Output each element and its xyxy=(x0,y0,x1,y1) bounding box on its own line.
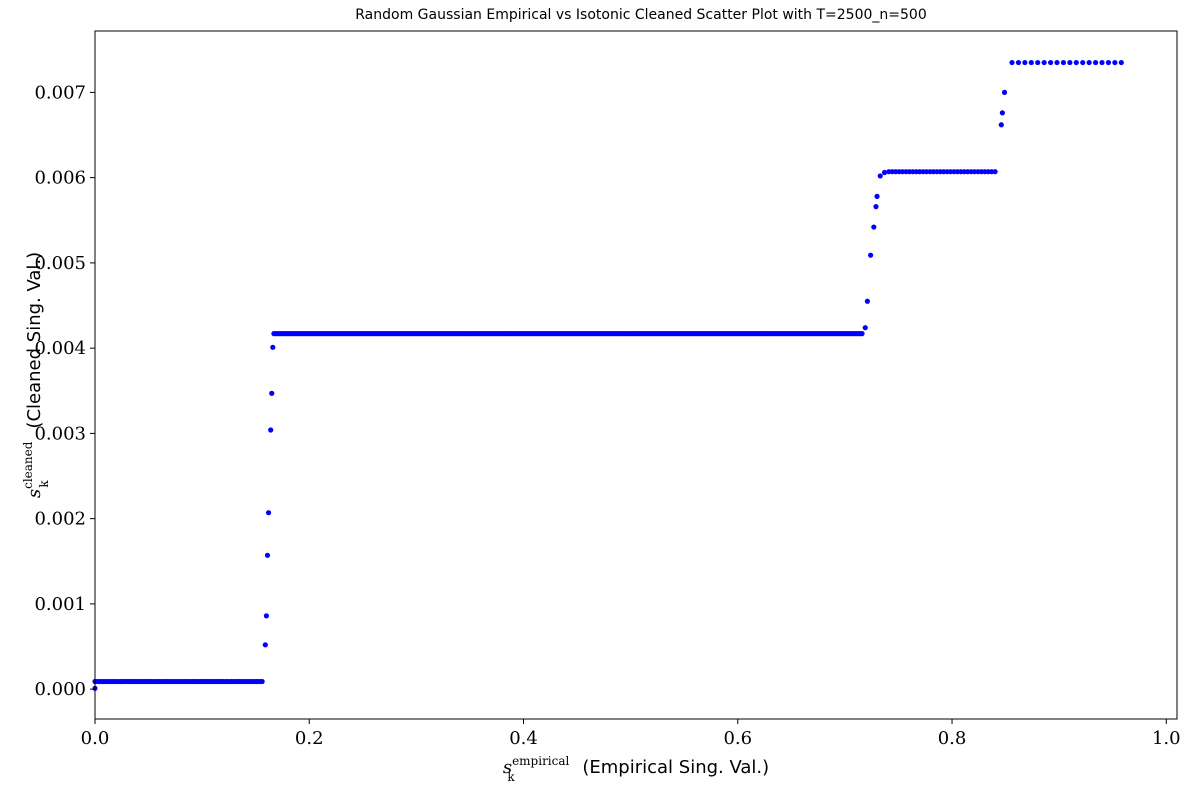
x-axis-label: sempirical k (Empirical Sing. Val.) xyxy=(503,754,769,784)
x-tick-label: 0.6 xyxy=(723,728,752,749)
data-point xyxy=(1118,59,1124,66)
x-tick-label: 0.2 xyxy=(295,728,324,749)
data-point xyxy=(1028,59,1034,66)
data-point xyxy=(1022,59,1028,66)
data-point xyxy=(1035,59,1041,66)
data-point xyxy=(264,552,271,558)
data-point xyxy=(877,173,883,179)
y-axis: 0.000 0.001 0.002 0.003 0.004 0.005 0.006 0.007 xyxy=(34,82,95,700)
data-point xyxy=(1060,59,1067,66)
data-point xyxy=(265,510,272,516)
x-tick-label: 0.0 xyxy=(81,728,110,749)
y-tick-label: 0.001 xyxy=(34,594,86,615)
y-tick-label: 0.003 xyxy=(34,423,86,444)
data-point xyxy=(999,110,1005,116)
data-point xyxy=(1099,59,1105,66)
data-point xyxy=(859,331,865,337)
data-point xyxy=(873,204,879,210)
y-tick-label: 0.000 xyxy=(34,679,86,700)
data-point xyxy=(262,642,268,648)
y-tick-label: 0.005 xyxy=(34,253,86,274)
data-point xyxy=(1073,59,1079,66)
data-point xyxy=(1112,59,1118,66)
y-tick-label: 0.006 xyxy=(34,168,86,189)
data-point xyxy=(268,427,274,433)
x-tick-label: 0.4 xyxy=(509,728,538,749)
data-point xyxy=(1092,59,1099,66)
data-point xyxy=(881,169,888,176)
chart-title: Random Gaussian Empirical vs Isotonic Cl… xyxy=(355,7,926,23)
y-tick-label: 0.007 xyxy=(34,82,86,103)
data-point xyxy=(864,298,871,304)
data-point xyxy=(992,169,998,175)
y-tick-label: 0.002 xyxy=(34,509,86,530)
data-point xyxy=(1105,59,1112,66)
data-point xyxy=(259,678,265,685)
x-axis: 0.0 0.2 0.4 0.6 0.8 1.0 xyxy=(81,719,1181,749)
data-point xyxy=(998,122,1004,128)
data-point xyxy=(871,224,877,230)
data-point xyxy=(1067,59,1073,66)
y-axis-label: scleaned k (Cleaned Sing. Val.) xyxy=(21,252,51,498)
data-point xyxy=(1015,59,1022,66)
data-point xyxy=(1054,59,1060,66)
data-point xyxy=(263,613,270,619)
data-point xyxy=(868,252,874,258)
data-point xyxy=(1047,59,1054,66)
x-tick-label: 1.0 xyxy=(1152,728,1181,749)
data-point xyxy=(1009,59,1015,66)
data-points xyxy=(92,59,1124,691)
plot-frame xyxy=(94,30,1178,720)
data-point xyxy=(874,193,880,199)
data-point xyxy=(862,325,868,331)
x-tick-label: 0.8 xyxy=(938,728,967,749)
data-point xyxy=(1080,59,1086,66)
data-point xyxy=(269,390,275,396)
data-point xyxy=(1001,89,1008,95)
data-point xyxy=(1086,59,1092,66)
data-point xyxy=(1041,59,1047,66)
data-point xyxy=(270,344,276,350)
y-tick-label: 0.004 xyxy=(34,338,86,359)
